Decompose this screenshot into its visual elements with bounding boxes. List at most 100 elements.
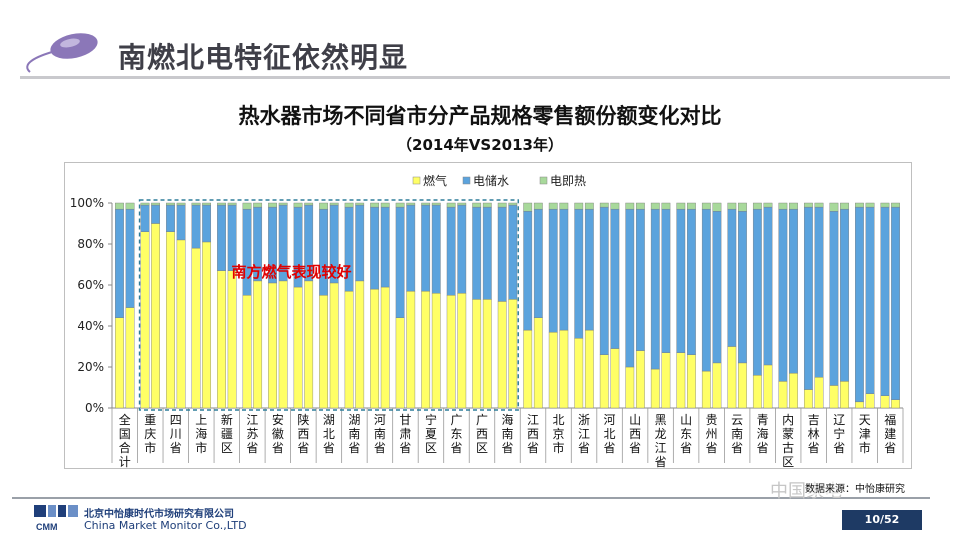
bar-segment-gas <box>421 290 431 409</box>
bar-segment-storage <box>687 208 696 355</box>
x-tick-label-char: 省 <box>374 441 386 455</box>
bar-segment-gas <box>253 280 263 409</box>
mouse-logo-icon <box>26 33 98 73</box>
x-tick-label-char: 省 <box>655 455 667 468</box>
bar-segment-instant <box>661 202 671 210</box>
bar-segment-instant <box>151 202 160 206</box>
bar-segment-instant <box>217 202 226 206</box>
bar-segment-storage <box>635 208 645 351</box>
cmm-logo-text: CMM <box>36 522 58 532</box>
bar-segment-gas <box>278 280 288 409</box>
bar-segment-instant <box>406 202 416 206</box>
bar-segment-instant <box>166 202 175 206</box>
bar-segment-instant <box>329 202 339 206</box>
x-tick-label-char: 省 <box>884 441 896 455</box>
bar-segment-storage <box>763 206 773 366</box>
x-tick-label-char: 上 <box>195 413 207 427</box>
bar-segment-storage <box>584 208 594 331</box>
bar-segment-storage <box>574 208 584 339</box>
bar-segment-storage <box>482 206 492 300</box>
bar-segment-instant <box>293 202 303 208</box>
bar-segment-storage <box>431 204 441 294</box>
bar-segment-instant <box>344 202 354 208</box>
x-tick-label-char: 省 <box>399 441 411 455</box>
bar-segment-gas <box>191 247 201 409</box>
bar-segment-storage <box>457 204 467 294</box>
x-tick-label-char: 龙 <box>655 427 667 441</box>
chart-subtitle: （2014年VS2013年） <box>397 136 563 154</box>
x-tick-label-char: 西 <box>629 427 641 441</box>
bar-segment-gas <box>268 282 277 409</box>
bar-segment-storage <box>752 208 762 376</box>
x-tick-label-char: 北 <box>553 413 565 427</box>
bar-segment-gas <box>115 317 124 409</box>
bar-segment-gas <box>176 239 186 409</box>
x-tick-label-char: 京 <box>553 427 565 441</box>
bar-segment-instant <box>865 202 875 208</box>
bar-segment-instant <box>635 202 645 210</box>
bar-segment-storage <box>778 208 788 382</box>
bar-segment-instant <box>278 202 288 206</box>
x-tick-label-char: 省 <box>348 441 360 455</box>
bar-segment-storage <box>380 206 390 288</box>
bar-segment-instant <box>268 202 277 208</box>
bar-segment-storage <box>650 208 660 370</box>
bar-segment-gas <box>202 241 212 409</box>
bar-segment-gas <box>584 329 594 409</box>
bar-segment-gas <box>329 282 339 409</box>
bar-segment-storage <box>676 208 686 353</box>
x-tick-label-char: 江 <box>246 413 258 427</box>
bar-segment-instant <box>650 202 660 210</box>
bar-segment-gas <box>482 299 492 409</box>
bar-segment-instant <box>712 202 722 212</box>
y-tick-label: 40% <box>77 319 104 333</box>
bar-segment-storage <box>738 211 747 364</box>
x-tick-label-char: 津 <box>859 427 871 441</box>
bar-segment-instant <box>421 202 431 206</box>
x-tick-label-char: 古 <box>782 440 794 455</box>
x-tick-label-char: 省 <box>833 441 845 455</box>
x-tick-label-char: 肃 <box>399 427 411 441</box>
bar-segment-storage <box>727 208 737 347</box>
bar-segment-instant <box>140 202 150 206</box>
bar-segment-instant <box>125 202 135 210</box>
y-tick-label: 100% <box>70 196 104 210</box>
x-tick-label-char: 河 <box>374 413 386 427</box>
bar-segment-instant <box>457 202 467 206</box>
bar-segment-gas <box>727 346 737 409</box>
x-tick-label-char: 海 <box>501 412 513 427</box>
bar-segment-instant <box>574 202 584 210</box>
bar-segment-gas <box>574 338 584 409</box>
x-tick-label-char: 西 <box>476 427 488 441</box>
bar-segment-gas <box>865 393 875 409</box>
bar-segment-gas <box>355 280 365 409</box>
bar-segment-gas <box>701 370 711 409</box>
x-tick-label-char: 福 <box>884 412 896 427</box>
bar-segment-instant <box>738 202 747 212</box>
bar-segment-instant <box>482 202 492 208</box>
bar-segment-instant <box>584 202 594 210</box>
bar-segment-gas <box>166 231 175 409</box>
x-tick-label-char: 省 <box>170 441 182 455</box>
x-tick-label-char: 新 <box>221 412 233 427</box>
x-tick-label-char: 省 <box>706 441 718 455</box>
bar-segment-gas <box>829 385 839 409</box>
bar-segment-storage <box>508 204 518 300</box>
bar-segment-gas <box>650 368 660 409</box>
y-tick-label: 20% <box>77 360 104 374</box>
bar-segment-instant <box>687 202 696 210</box>
chart-frame: 燃气 电储水 电即热 0% 20% 40% 60% 80% 100% 全国合计重庆市四川省上海市新… <box>64 162 912 469</box>
bar-segment-gas <box>880 395 890 409</box>
x-tick-label-char: 建 <box>884 427 896 441</box>
bar-segment-instant <box>115 202 124 210</box>
bar-segment-instant <box>431 202 441 206</box>
bar-segment-storage <box>166 204 175 232</box>
chart-title: 热水器市场不同省市分产品规格零售额份额变化对比 <box>238 104 722 128</box>
bar-segment-instant <box>370 202 380 208</box>
x-tick-label-char: 广 <box>450 413 462 427</box>
x-tick-label-char: 广 <box>476 413 488 427</box>
bar-segment-gas <box>661 352 671 409</box>
x-tick-label-char: 全 <box>119 412 131 427</box>
page-number: 10/52 <box>842 510 922 530</box>
x-tick-label-char: 省 <box>501 441 513 455</box>
